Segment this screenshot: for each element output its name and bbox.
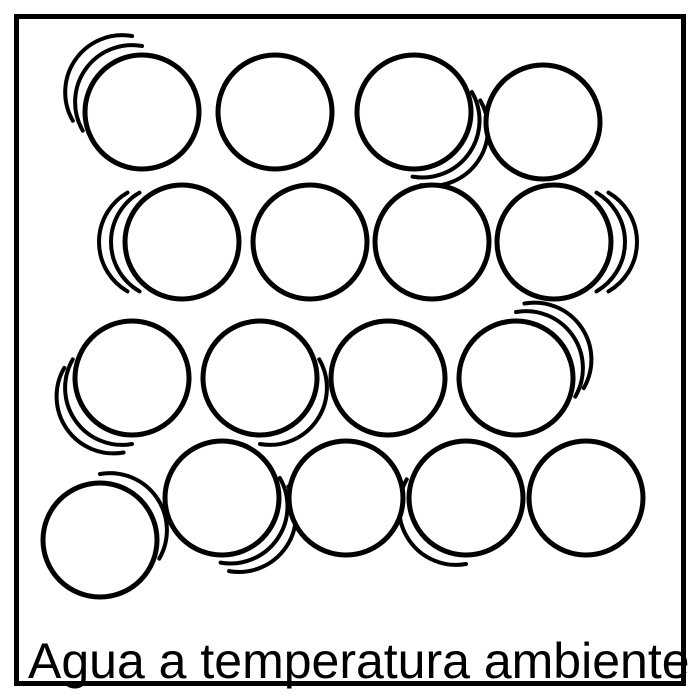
molecule-diagram — [0, 0, 700, 700]
molecule-circle — [409, 441, 523, 555]
molecule-circle — [253, 185, 367, 299]
molecule-circle — [331, 321, 445, 435]
molecule-circle — [165, 441, 279, 555]
molecule-circle — [85, 55, 199, 169]
molecule-circle — [529, 441, 643, 555]
molecule-circle — [486, 65, 600, 179]
caption-text: Agua a temperatura ambiente — [28, 632, 690, 690]
molecule-circle — [75, 321, 189, 435]
molecule-circle — [497, 185, 611, 299]
molecule-circle — [459, 321, 573, 435]
molecule-circle — [43, 483, 157, 597]
molecule-circle — [289, 441, 403, 555]
molecule-circle — [203, 321, 317, 435]
molecule-circle — [357, 55, 471, 169]
molecule-circle — [218, 55, 332, 169]
molecule-circle — [375, 185, 489, 299]
molecule-circle — [125, 185, 239, 299]
